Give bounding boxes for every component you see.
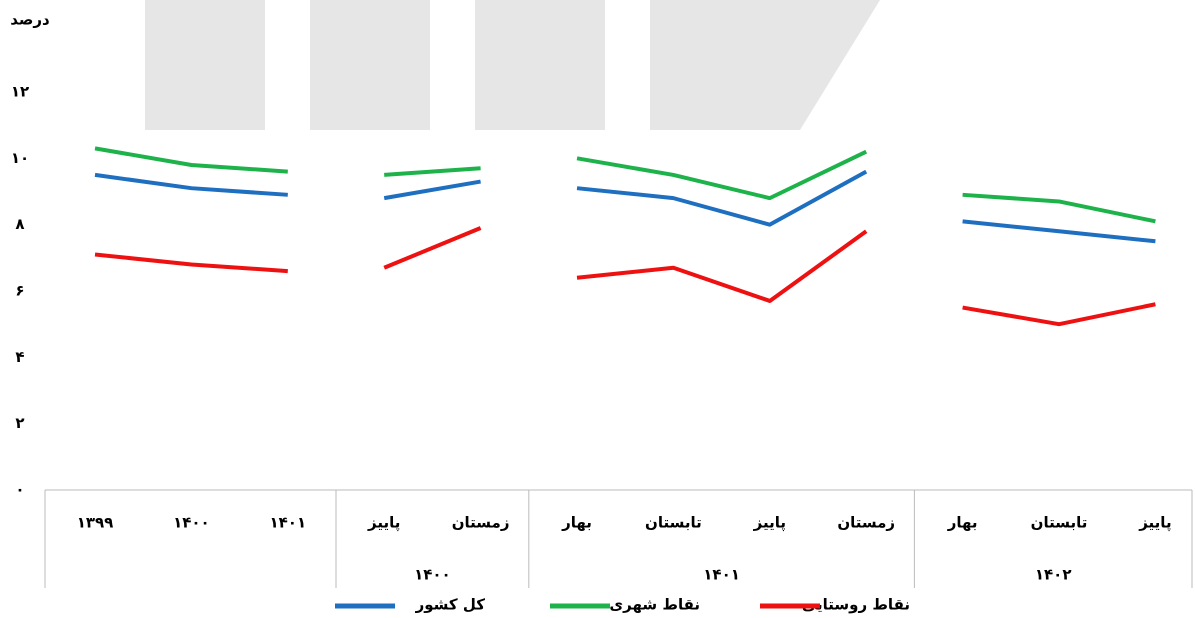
- line: [576, 149, 868, 201]
- legend-label: نقاط روستایی: [802, 596, 910, 614]
- x-tick-label: پاییز: [1138, 514, 1171, 533]
- line: [383, 226, 482, 270]
- x-tick-label: بهار: [561, 514, 592, 532]
- x-tick-label: ۱۴۰۱: [269, 514, 306, 532]
- y-tick-label: ۱۲: [11, 83, 29, 101]
- x-tick-label: ۱۳۹۹: [77, 514, 114, 532]
- x-tick-label: پاییز: [367, 514, 400, 533]
- y-tick-label: ۱۰: [11, 149, 29, 167]
- group-label: ۱۴۰۱: [703, 566, 740, 584]
- watermark: [145, 0, 880, 130]
- y-tick-label: ۲: [15, 414, 24, 432]
- y-tick-label: ۴: [15, 348, 24, 366]
- y-axis-label: درصد: [10, 11, 50, 29]
- line: [576, 229, 868, 303]
- y-tick-label: ۸: [15, 215, 24, 233]
- x-tick-label: ۱۴۰۰: [173, 514, 210, 532]
- group-label: ۱۴۰۰: [414, 566, 451, 584]
- x-tick-label: بهار: [947, 514, 978, 532]
- x-tick-label: تابستان: [645, 514, 702, 532]
- line: [94, 146, 288, 174]
- x-tick-label: پاییز: [753, 514, 786, 533]
- line: [962, 302, 1156, 327]
- group-label: ۱۴۰۲: [1035, 566, 1072, 584]
- line: [962, 192, 1156, 224]
- line: [384, 166, 481, 177]
- line: [94, 252, 288, 274]
- x-tick-label: تابستان: [1031, 514, 1088, 532]
- y-tick-label: ۶: [15, 282, 24, 300]
- y-tick-label: ۰: [15, 481, 24, 499]
- line: [94, 172, 288, 197]
- x-tick-label: زمستان: [452, 514, 510, 532]
- line: [962, 219, 1156, 244]
- legend-label: نقاط شهری: [609, 596, 700, 614]
- line: [383, 179, 481, 201]
- legend-label: کل کشور: [415, 596, 486, 614]
- line: [576, 169, 868, 227]
- x-tick-label: زمستان: [837, 514, 895, 532]
